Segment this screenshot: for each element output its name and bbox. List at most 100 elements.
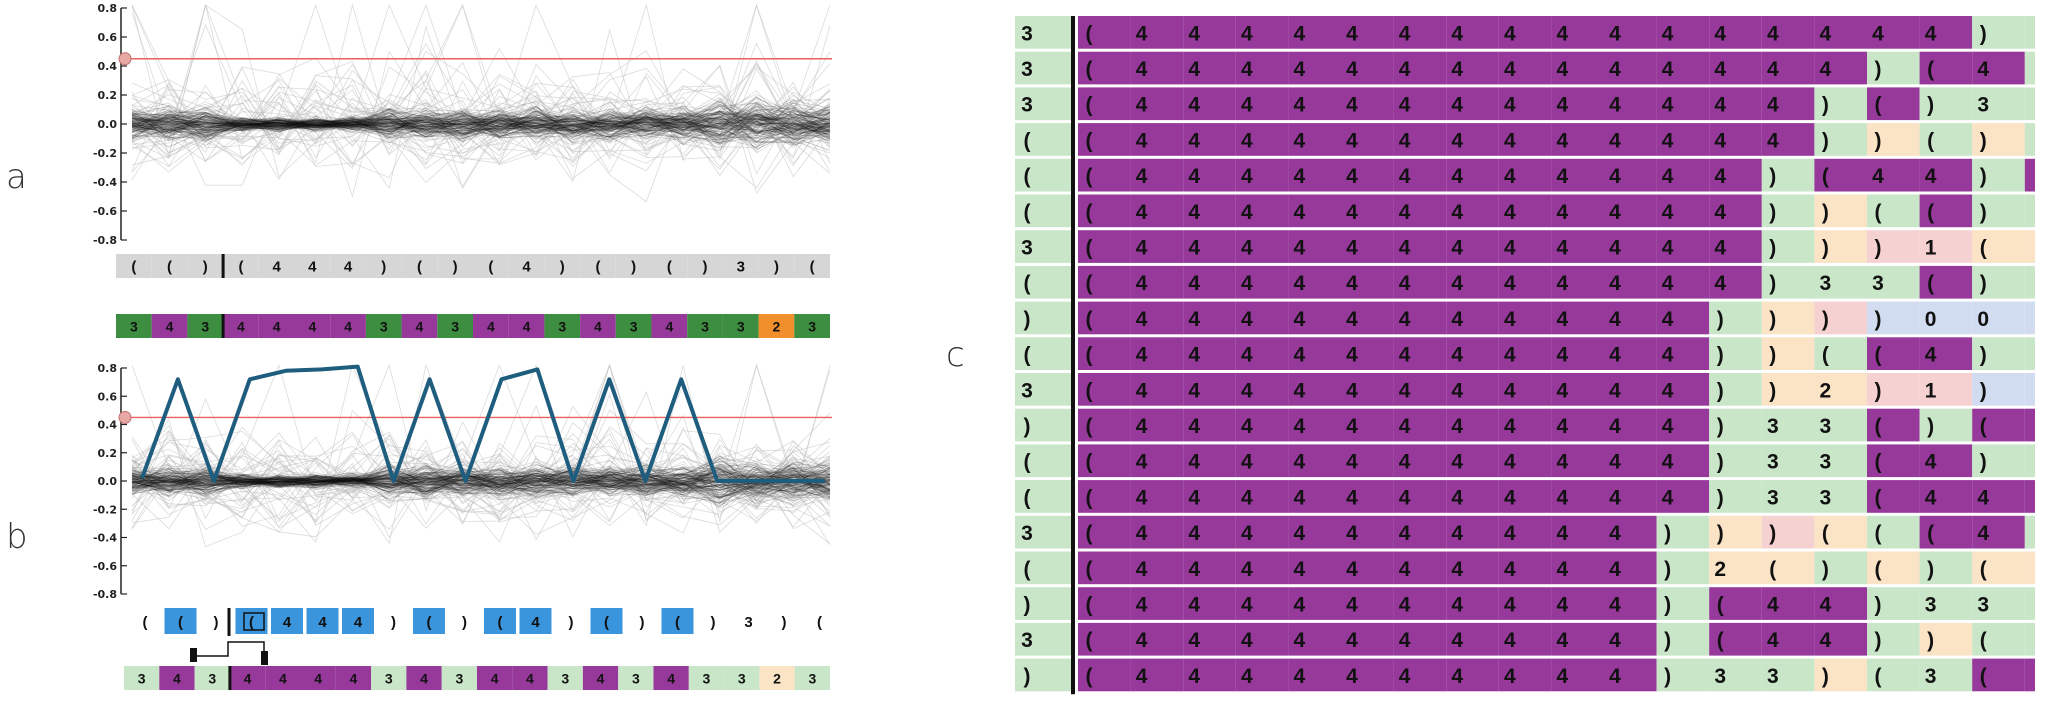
panel-c-cell (1235, 301, 1289, 335)
panel-a-track-token: ) (453, 258, 458, 275)
panel-a-threshold-handle (118, 52, 132, 66)
panel-c-cell (1393, 408, 1447, 442)
panel-c-token: 4 (1557, 451, 1569, 474)
panel-a-series-line (131, 106, 831, 137)
panel-c-cell (1972, 622, 2025, 656)
panel-c-cell (1235, 87, 1289, 121)
panel-a-series-line (131, 112, 831, 132)
panel-c-cell (1867, 373, 1920, 406)
panel-c-cell (1867, 444, 1920, 478)
panel-c-token: ) (1980, 344, 1987, 367)
panel-c-token: 4 (1136, 665, 1148, 688)
panel-c-cell (1761, 301, 1815, 335)
panel-c-token: 4 (1346, 593, 1358, 616)
panel-a-background-series-line (131, 87, 831, 177)
panel-c-token: 4 (1241, 236, 1253, 259)
panel-c-cell (1656, 515, 1710, 549)
panel-a-track-cell (687, 254, 723, 278)
panel-a-series-line (131, 111, 831, 142)
panel-c-token: 4 (1399, 558, 1411, 581)
panel-c-cell (1709, 16, 1762, 49)
panel-c-token: 4 (1294, 344, 1306, 367)
panel-b-series-line (131, 457, 831, 493)
panel-a-series-line (131, 108, 831, 143)
panel-a-series-line (131, 111, 831, 139)
panel-c-token: 4 (1346, 522, 1358, 545)
panel-c-cell (1604, 194, 1657, 228)
panel-c-token: 4 (1662, 58, 1674, 81)
panel-c-cell (1656, 301, 1710, 335)
panel-c-token: ( (1717, 593, 1724, 616)
panel-b-series-line (131, 459, 831, 494)
panel-b-label-track-token: 4 (279, 670, 287, 686)
panel-c-cell (1078, 337, 1131, 370)
panel-c-cell (1446, 194, 1499, 228)
panel-c-cell (1078, 265, 1131, 299)
panel-a-series-line (131, 110, 831, 137)
panel-a-tick-label: -0.8 (93, 234, 117, 247)
panel-a-series-line (131, 97, 831, 147)
panel-a-series-line (131, 105, 831, 134)
panel-b-series-line (131, 468, 831, 496)
panel-a-series-line (131, 107, 831, 145)
panel-a-series-line (131, 102, 831, 141)
panel-c-token: ) (1717, 344, 1724, 367)
panel-c-cell (1341, 51, 1394, 85)
panel-c-cell (1656, 408, 1710, 442)
panel-a-label-track-token: 3 (451, 318, 459, 334)
panel-c-token: 4 (1241, 379, 1253, 402)
panel-c-cell (1288, 158, 1341, 192)
panel-c-token: ( (1822, 344, 1829, 367)
panel-c-token: 4 (1504, 629, 1516, 652)
panel-c-token: 4 (1662, 272, 1674, 295)
panel-b-series-line (131, 468, 831, 495)
panel-c-cell (1498, 337, 1552, 370)
panel-c-token: 4 (1451, 272, 1463, 295)
panel-c-token: ( (1086, 58, 1093, 81)
panel-c-cell (2024, 444, 2035, 478)
panel-c-cell (1919, 51, 1973, 85)
panel-c-cell (2024, 194, 2035, 228)
panel-c-cell (1078, 194, 1131, 228)
panel-c-cell (1709, 658, 1762, 692)
panel-c-cell (1288, 123, 1341, 156)
panel-c-cell (1656, 265, 1710, 299)
panel-a-series-line (131, 102, 831, 140)
panel-a-track-token: 3 (737, 258, 745, 275)
panel-c-token: 4 (1399, 129, 1411, 152)
panel-c-cell (1078, 123, 1131, 156)
panel-c-cell (1446, 551, 1499, 585)
panel-c-token: 4 (1925, 486, 1937, 509)
panel-c-token: 4 (1767, 129, 1779, 152)
panel-c-token: 4 (1188, 629, 1200, 652)
panel-c-cell (1814, 444, 1867, 478)
panel-c-cell (2024, 480, 2035, 513)
panel-b-series-line (131, 463, 831, 496)
panel-c-cell (1656, 480, 1710, 513)
panel-a-background-series-line (131, 3, 831, 173)
panel-c-cell (1551, 373, 1604, 406)
panel-c-token: ) (1769, 522, 1776, 545)
panel-c-cell (1446, 480, 1499, 513)
panel-b-series-line (131, 459, 831, 495)
panel-a-series-line (131, 104, 831, 144)
panel-c-cell (1919, 480, 1973, 513)
panel-c-cell (1604, 551, 1657, 585)
panel-c-token: ) (1717, 379, 1724, 402)
panel-a-track-cell (722, 254, 759, 278)
panel-c-cell (1656, 337, 1710, 370)
panel-c-cell (1656, 230, 1710, 263)
panel-b-tick-label: 0.2 (98, 447, 118, 460)
panel-b-label-track-token: 4 (350, 670, 358, 686)
panel-c-token: ) (1927, 94, 1934, 117)
panel-c-token: 4 (1241, 165, 1253, 188)
panel-c-cell (1919, 16, 1973, 49)
panel-a-series-line (131, 104, 831, 145)
panel-c-token: 4 (1451, 522, 1463, 545)
panel-c-token: 4 (1451, 451, 1463, 474)
panel-c-cell (1078, 408, 1131, 442)
panel-a-series-line (131, 98, 831, 136)
panel-a-background-series-line (131, 4, 831, 153)
panel-a-label-track-token: 4 (487, 318, 495, 334)
panel-a-series-line (131, 109, 831, 141)
